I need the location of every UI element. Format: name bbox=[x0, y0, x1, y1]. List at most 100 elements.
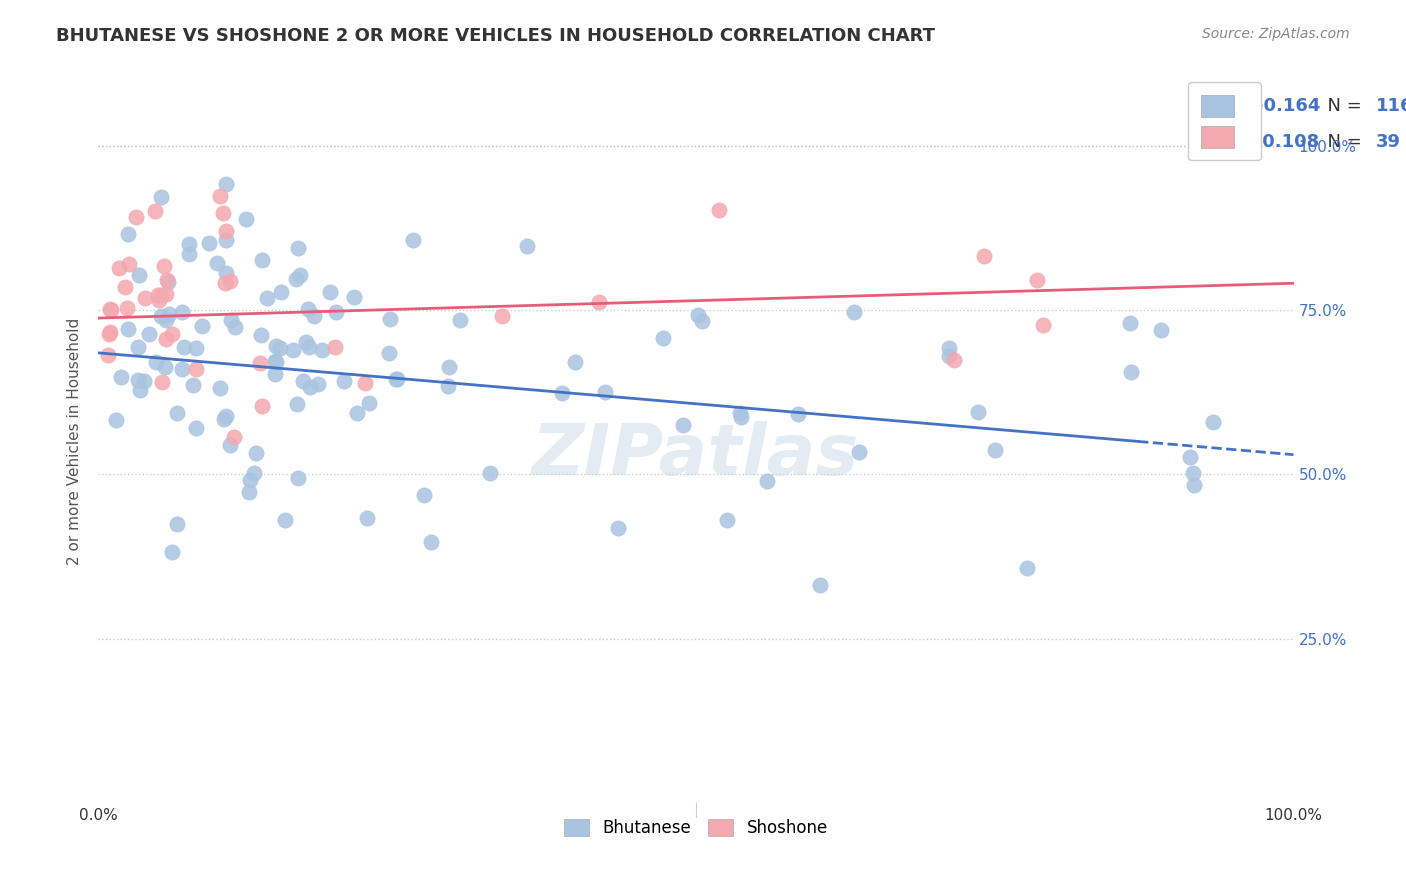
Point bbox=[842, 305, 865, 319]
Point bbox=[1118, 316, 1140, 330]
Point bbox=[108, 261, 131, 276]
Point bbox=[224, 320, 246, 334]
Point bbox=[198, 235, 221, 250]
Point bbox=[756, 474, 779, 488]
Point bbox=[274, 512, 297, 526]
Text: 116: 116 bbox=[1376, 96, 1406, 115]
Point bbox=[149, 190, 172, 204]
Point bbox=[419, 534, 441, 549]
Point bbox=[264, 367, 287, 381]
Point bbox=[145, 355, 167, 369]
Point bbox=[551, 385, 574, 400]
Point bbox=[215, 409, 238, 423]
Point bbox=[250, 327, 273, 342]
Point bbox=[256, 292, 278, 306]
Point bbox=[449, 313, 471, 327]
Point bbox=[356, 511, 378, 525]
Point bbox=[252, 399, 274, 413]
Text: -0.164: -0.164 bbox=[1257, 96, 1320, 115]
Point bbox=[593, 384, 616, 399]
Point bbox=[651, 331, 673, 345]
Text: R =: R = bbox=[1202, 133, 1241, 151]
Point bbox=[219, 437, 242, 451]
Point bbox=[264, 354, 287, 368]
Point bbox=[186, 341, 208, 355]
Point bbox=[686, 309, 709, 323]
Point bbox=[716, 513, 738, 527]
Point bbox=[848, 445, 870, 459]
Point bbox=[212, 411, 235, 425]
Point bbox=[690, 313, 713, 327]
Text: Source: ZipAtlas.com: Source: ZipAtlas.com bbox=[1202, 27, 1350, 41]
Point bbox=[333, 374, 356, 388]
Point bbox=[672, 417, 695, 432]
Point bbox=[97, 326, 120, 341]
Point bbox=[730, 410, 752, 425]
Point bbox=[127, 373, 149, 387]
Point bbox=[177, 237, 200, 252]
Point bbox=[707, 202, 730, 217]
Point bbox=[160, 326, 183, 341]
Point bbox=[491, 309, 513, 323]
Point bbox=[245, 446, 267, 460]
Point bbox=[155, 313, 177, 327]
Point bbox=[252, 252, 274, 267]
Point bbox=[287, 471, 309, 485]
Point bbox=[291, 374, 314, 388]
Point bbox=[138, 326, 160, 341]
Point bbox=[973, 249, 995, 263]
Point bbox=[160, 545, 183, 559]
Point bbox=[104, 412, 127, 426]
Point bbox=[153, 259, 176, 273]
Point bbox=[938, 349, 960, 363]
Point bbox=[285, 397, 308, 411]
Point bbox=[378, 312, 401, 326]
Point bbox=[148, 288, 170, 302]
Point bbox=[127, 340, 149, 354]
Point bbox=[346, 405, 368, 419]
Point bbox=[156, 272, 179, 286]
Point bbox=[205, 256, 228, 270]
Point bbox=[343, 290, 366, 304]
Point bbox=[298, 340, 321, 354]
Point bbox=[149, 288, 172, 302]
Point bbox=[132, 374, 155, 388]
Point bbox=[238, 484, 260, 499]
Point bbox=[288, 268, 311, 283]
Point bbox=[728, 407, 751, 421]
Point bbox=[299, 380, 322, 394]
Point bbox=[249, 356, 271, 370]
Point bbox=[1202, 415, 1225, 429]
Point bbox=[478, 466, 501, 480]
Point bbox=[942, 353, 965, 368]
Point bbox=[117, 321, 139, 335]
Point bbox=[152, 375, 174, 389]
Point bbox=[166, 517, 188, 532]
Text: ZIPatlas: ZIPatlas bbox=[533, 422, 859, 491]
Text: N =: N = bbox=[1316, 133, 1368, 151]
Text: R =: R = bbox=[1202, 96, 1241, 115]
Point bbox=[354, 376, 377, 390]
Point bbox=[98, 302, 121, 317]
Point bbox=[208, 189, 231, 203]
Point bbox=[564, 354, 586, 368]
Point bbox=[1015, 561, 1038, 575]
Point bbox=[967, 405, 990, 419]
Point bbox=[302, 309, 325, 323]
Point bbox=[155, 287, 177, 301]
Point bbox=[516, 239, 538, 253]
Point bbox=[287, 241, 309, 255]
Point bbox=[219, 313, 242, 327]
Point bbox=[219, 274, 242, 288]
Point bbox=[134, 291, 156, 305]
Text: N =: N = bbox=[1316, 96, 1368, 115]
Point bbox=[325, 305, 347, 319]
Point bbox=[1026, 273, 1049, 287]
Point bbox=[235, 211, 257, 226]
Point bbox=[117, 227, 139, 241]
Point bbox=[148, 293, 170, 307]
Point bbox=[211, 206, 233, 220]
Point bbox=[359, 396, 381, 410]
Point bbox=[125, 210, 148, 224]
Point bbox=[1150, 322, 1173, 336]
